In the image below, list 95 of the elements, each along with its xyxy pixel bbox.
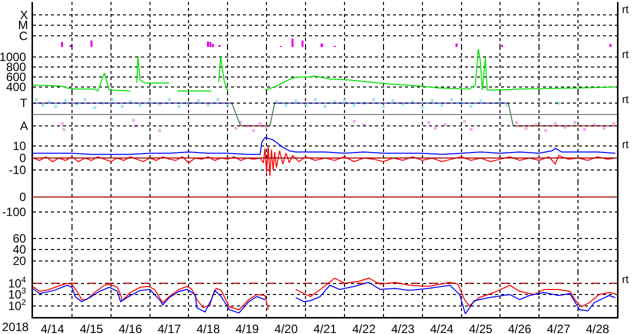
- point: [41, 104, 44, 107]
- y-tick-label: 0: [19, 151, 26, 166]
- point: [524, 126, 528, 130]
- bar: [61, 42, 64, 47]
- point: [294, 99, 298, 102]
- point: [252, 129, 256, 132]
- point: [234, 126, 238, 130]
- point: [54, 104, 58, 108]
- bar: [320, 43, 323, 47]
- point: [64, 99, 67, 102]
- bar: [90, 40, 92, 47]
- point: [62, 128, 66, 131]
- x-tick-label: 4/17: [158, 322, 182, 334]
- x-tick-label: 4/21: [313, 322, 337, 334]
- point: [583, 128, 586, 131]
- point: [216, 98, 220, 102]
- point: [314, 98, 317, 102]
- point: [324, 104, 326, 108]
- point: [60, 122, 64, 126]
- bar: [212, 44, 214, 47]
- x-tick-label: 4/16: [118, 322, 142, 334]
- x-tick-label: 4/24: [430, 322, 454, 334]
- point: [34, 98, 38, 102]
- point: [158, 129, 162, 132]
- point: [352, 104, 356, 107]
- line-series: [33, 137, 616, 155]
- text: rt: [622, 4, 629, 16]
- point: [505, 104, 508, 107]
- bar: [455, 43, 458, 47]
- x-tick-label: 4/22: [352, 322, 376, 334]
- point: [463, 120, 466, 123]
- y-tick-label: 60: [12, 231, 26, 246]
- point: [110, 98, 114, 102]
- point: [440, 104, 444, 107]
- text: rt: [622, 274, 629, 286]
- x-tick-label: 4/19: [235, 322, 260, 334]
- point: [372, 98, 376, 102]
- point: [544, 129, 548, 132]
- point: [479, 99, 482, 102]
- x-tick-label: 4/28: [586, 322, 610, 334]
- bar: [301, 40, 304, 47]
- point: [573, 121, 576, 124]
- x-tick-label: 4/23: [391, 322, 415, 334]
- point: [120, 104, 124, 108]
- x-tick-label: 4/27: [546, 322, 571, 334]
- point: [148, 99, 152, 102]
- x-axis-title: 2018: [2, 320, 30, 334]
- point: [444, 123, 447, 126]
- point: [168, 98, 171, 102]
- bar: [210, 42, 212, 47]
- point: [138, 104, 142, 107]
- x-tick-label: 4/15: [80, 322, 104, 334]
- x-tick-label: 4/25: [469, 322, 493, 334]
- ref-line-label: A: [20, 119, 28, 133]
- text: rt: [622, 139, 629, 151]
- point: [470, 104, 472, 108]
- point: [132, 118, 136, 122]
- point: [612, 122, 616, 126]
- point: [382, 104, 385, 108]
- point: [83, 98, 86, 102]
- ref-line-label: C: [19, 29, 28, 43]
- text: rt: [622, 94, 629, 106]
- point: [514, 121, 518, 124]
- point: [554, 122, 557, 126]
- x-tick-label: 4/18: [196, 322, 220, 334]
- bar: [292, 38, 294, 47]
- y-tick-label: -100: [2, 205, 26, 220]
- line-series: [33, 146, 616, 176]
- bar: [207, 41, 210, 47]
- point: [434, 126, 437, 130]
- x-tick-label: 4/26: [508, 322, 532, 334]
- point: [430, 99, 434, 102]
- point: [93, 106, 96, 110]
- point: [206, 104, 210, 107]
- ref-line-label: T: [20, 96, 28, 110]
- y-tick-label: 10: [12, 139, 26, 154]
- point: [420, 106, 424, 110]
- point: [450, 98, 454, 102]
- y-tick-label: -10: [8, 163, 26, 178]
- point: [258, 122, 262, 126]
- point: [392, 99, 395, 102]
- y-tick-label: 0: [19, 190, 26, 204]
- bar: [610, 44, 612, 47]
- point: [178, 104, 180, 108]
- x-tick-label: 4/20: [274, 322, 298, 334]
- point: [427, 121, 430, 124]
- point: [284, 104, 288, 107]
- point: [470, 128, 472, 131]
- x-tick-label: 4/14: [40, 322, 64, 334]
- point: [602, 126, 606, 130]
- point: [196, 99, 200, 102]
- text: rt: [622, 49, 629, 61]
- point: [342, 99, 346, 102]
- point: [352, 120, 356, 123]
- y-tick-label: 400: [6, 80, 26, 94]
